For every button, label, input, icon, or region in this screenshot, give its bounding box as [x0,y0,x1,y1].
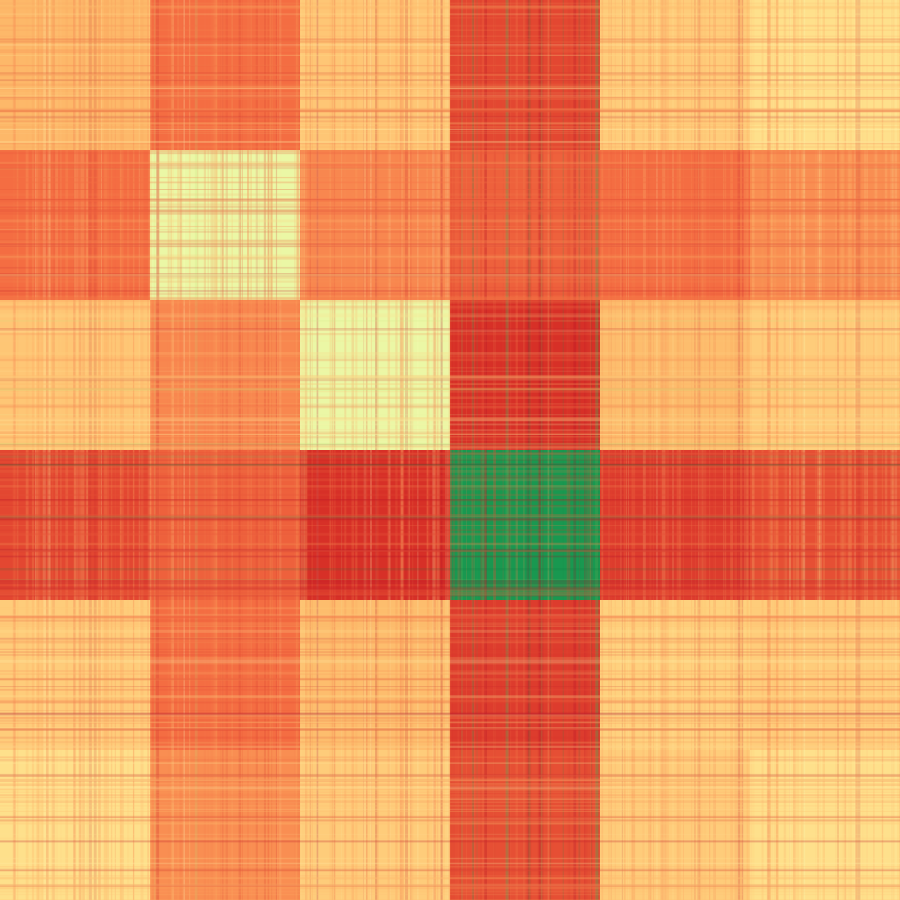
heatmap-cell-overlay-2-5 [750,300,900,450]
heatmap-cell-overlay-5-1 [150,750,300,900]
heatmap-cell-overlay-4-3 [450,600,600,750]
heatmap-cell-overlay-3-1 [150,450,300,600]
heatmap-cell-overlay-5-0 [0,750,150,900]
heatmap-cell-overlay-1-4 [600,150,750,300]
heatmap-cell-overlay-1-3 [450,150,600,300]
heatmap-cell-overlay-2-0 [0,300,150,450]
heatmap-cell-overlay-5-3 [450,750,600,900]
heatmap-cell-overlay-3-3 [450,450,600,600]
heatmap-cell-overlay-0-1 [150,0,300,150]
heatmap-cell-overlay-4-0 [0,600,150,750]
heatmap-cell-overlay-4-4 [600,600,750,750]
heatmap-cell-overlay-4-2 [300,600,450,750]
heatmap-cell-overlay-0-0 [0,0,150,150]
heatmap-cell-overlay-1-1 [150,150,300,300]
heatmap-cell-overlay-5-4 [600,750,750,900]
heatmap-cell-overlay-2-4 [600,300,750,450]
heatmap-cell-overlay-2-3 [450,300,600,450]
heatmap-cell-overlay-3-2 [300,450,450,600]
heatmap-cell-overlay-1-2 [300,150,450,300]
heatmap-cell-overlay-0-3 [450,0,600,150]
heatmap-cell-overlay-4-1 [150,600,300,750]
heatmap-cell-overlay-3-4 [600,450,750,600]
heatmap-cell-overlay-0-5 [750,0,900,150]
heatmap-cell-overlay-5-5 [750,750,900,900]
heatmap-cell-overlay-0-2 [300,0,450,150]
heatmap-cell-overlay-4-5 [750,600,900,750]
heatmap-cell-overlay-2-2 [300,300,450,450]
heatmap-cell-overlay-5-2 [300,750,450,900]
heatmap-cell-overlay-1-5 [750,150,900,300]
heatmap-cell-overlay-0-4 [600,0,750,150]
heatmap-cell-overlay-3-5 [750,450,900,600]
heatmap-cell-overlay-2-1 [150,300,300,450]
heatmap-cell-overlay-1-0 [0,150,150,300]
heatmap-cell-overlay-3-0 [0,450,150,600]
